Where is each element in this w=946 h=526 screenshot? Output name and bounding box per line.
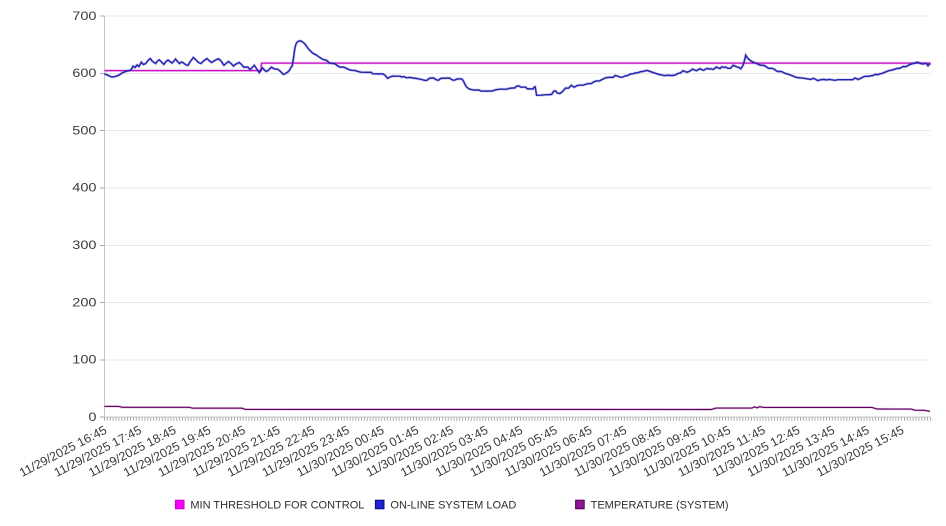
svg-text:TEMPERATURE (SYSTEM): TEMPERATURE (SYSTEM): [591, 499, 729, 511]
svg-text:MIN THRESHOLD FOR CONTROL: MIN THRESHOLD FOR CONTROL: [190, 499, 364, 511]
svg-text:ON-LINE SYSTEM LOAD: ON-LINE SYSTEM LOAD: [390, 499, 516, 511]
svg-text:500: 500: [72, 123, 97, 137]
svg-text:100: 100: [72, 353, 97, 367]
svg-text:200: 200: [72, 295, 97, 309]
svg-text:0: 0: [88, 410, 96, 424]
svg-text:400: 400: [72, 181, 97, 195]
svg-text:300: 300: [72, 238, 97, 252]
svg-text:700: 700: [72, 9, 97, 23]
svg-text:600: 600: [72, 66, 97, 80]
